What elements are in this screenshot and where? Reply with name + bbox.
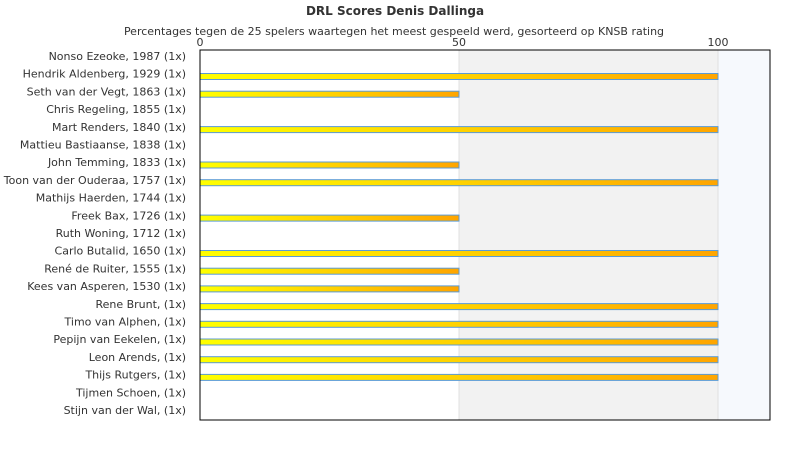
bar [199, 90, 460, 98]
bar [199, 126, 719, 134]
y-category-label: Freek Bax, 1726 (1x) [71, 209, 186, 222]
plot-border [199, 49, 771, 421]
y-category-label: Mattieu Bastiaanse, 1838 (1x) [20, 139, 186, 152]
bar [199, 356, 719, 364]
band-50-100 [459, 50, 718, 420]
bar [199, 73, 719, 80]
bar [199, 303, 719, 311]
y-category-label: Kees van Asperen, 1530 (1x) [27, 280, 186, 293]
y-category-label: Seth van der Vegt, 1863 (1x) [27, 85, 186, 98]
y-category-label: Hendrik Aldenberg, 1929 (1x) [23, 68, 186, 81]
bar [199, 320, 719, 328]
y-category-label: Mathijs Haerden, 1744 (1x) [36, 192, 186, 205]
y-category-label: Timo van Alphen, (1x) [64, 316, 186, 329]
y-category-label: Thijs Rutgers, (1x) [84, 369, 186, 382]
y-category-label: Rene Brunt, (1x) [95, 298, 186, 311]
y-category-label: Mart Renders, 1840 (1x) [52, 121, 186, 134]
x-tick-label: 0 [197, 36, 204, 49]
bar [199, 267, 460, 275]
bar [199, 161, 460, 169]
x-tick-label: 100 [708, 36, 729, 49]
y-category-label: Pepijn van Eekelen, (1x) [53, 333, 186, 346]
y-category-label: Stijn van der Wal, (1x) [64, 404, 186, 417]
y-category-label: Leon Arends, (1x) [89, 351, 186, 364]
chart-subtitle: Percentages tegen de 25 spelers waartege… [123, 25, 665, 38]
bar [199, 285, 460, 293]
bar [199, 214, 460, 222]
y-category-label: John Temming, 1833 (1x) [47, 156, 186, 169]
y-category-label: Toon van der Ouderaa, 1757 (1x) [3, 174, 186, 187]
band-100-plus [718, 50, 770, 420]
chart-title: DRL Scores Denis Dallinga [305, 4, 485, 18]
y-category-label: Chris Regeling, 1855 (1x) [46, 103, 186, 116]
y-category-label: Tijmen Schoen, (1x) [75, 386, 186, 399]
y-category-label: Ruth Woning, 1712 (1x) [56, 227, 186, 240]
bar [199, 250, 719, 257]
y-category-label: René de Ruiter, 1555 (1x) [44, 262, 186, 275]
x-tick-label: 50 [452, 36, 466, 49]
y-category-label: Carlo Butalid, 1650 (1x) [55, 245, 186, 258]
bar [199, 179, 719, 187]
bar [199, 338, 719, 346]
y-category-label: Nonso Ezeoke, 1987 (1x) [49, 50, 186, 63]
bar [199, 373, 719, 381]
